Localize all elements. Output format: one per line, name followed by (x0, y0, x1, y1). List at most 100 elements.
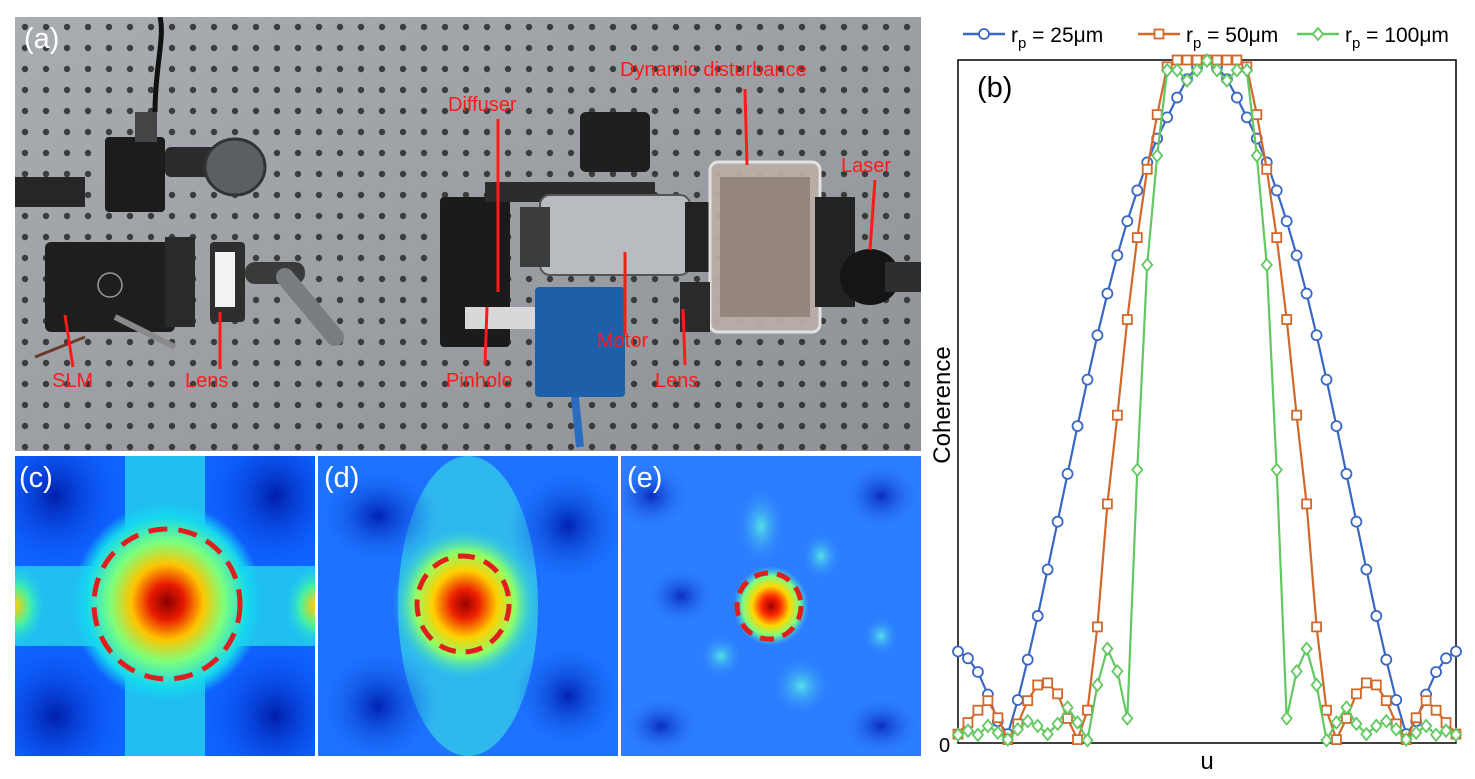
circle-e (734, 570, 804, 642)
data-point (991, 725, 1005, 741)
data-point (1011, 721, 1024, 737)
data-point (1250, 148, 1263, 164)
data-point (1281, 314, 1293, 325)
data-point (1170, 62, 1184, 78)
data-point (1390, 721, 1403, 737)
legend-marker (1153, 28, 1165, 40)
laser-pointer (868, 179, 877, 251)
data-point (1131, 232, 1143, 243)
data-point (1141, 257, 1154, 273)
data-point (961, 723, 975, 739)
data-point (1341, 713, 1352, 724)
data-point (1022, 695, 1034, 707)
data-point (1429, 727, 1443, 743)
data-point (1041, 726, 1054, 742)
data-point (1380, 695, 1392, 707)
data-point (1051, 716, 1064, 732)
data-point (1071, 715, 1084, 730)
data-point (1380, 713, 1393, 729)
data-point (992, 712, 1004, 724)
data-point (1450, 645, 1462, 658)
data-point (1221, 54, 1233, 66)
data-point (1310, 329, 1323, 342)
circle-c (91, 526, 243, 682)
data-point (1042, 677, 1054, 689)
data-point (1331, 734, 1342, 745)
data-point (1032, 679, 1044, 691)
data-point (1230, 62, 1244, 78)
data-point (1210, 62, 1224, 78)
data-point (971, 727, 985, 743)
data-point (1041, 563, 1054, 576)
heatmap-e: (e) (621, 456, 921, 756)
data-point (1092, 621, 1103, 633)
label-laser: Laser (841, 155, 892, 177)
data-point (1290, 249, 1303, 262)
data-point (1340, 700, 1353, 715)
data-point (1320, 732, 1333, 748)
lens-right-pointer (681, 308, 687, 366)
data-point (1111, 249, 1124, 262)
data-point (1280, 711, 1293, 726)
data-point (1051, 515, 1064, 528)
data-point (1439, 723, 1453, 739)
data-point (1101, 287, 1114, 300)
data-point (951, 727, 965, 743)
data-point (1091, 329, 1104, 342)
series-square (952, 54, 1462, 745)
data-point (981, 718, 995, 734)
data-point (1340, 467, 1353, 480)
data-point (1220, 73, 1234, 88)
data-point (1420, 695, 1432, 707)
data-point (1270, 184, 1283, 197)
legend-marker (1311, 26, 1325, 42)
data-point (1291, 409, 1303, 421)
data-point (1121, 711, 1134, 726)
data-point (1062, 713, 1073, 724)
panel-label-a: (a) (24, 23, 60, 55)
data-point (952, 645, 964, 658)
data-point (1260, 257, 1273, 273)
coherence-chart: rp = 25μm rp = 50μm rp = 100μm (b) 0 u Coh… (925, 17, 1475, 775)
data-point (1230, 91, 1243, 104)
data-point (1171, 91, 1184, 104)
laser-device (815, 197, 921, 307)
slm-device (34, 237, 195, 359)
data-point (1430, 666, 1442, 678)
legend-label: rp = 50μm (1186, 24, 1278, 52)
data-point (1350, 515, 1363, 528)
legend-item: rp = 25μm (963, 24, 1103, 52)
data-point (1200, 53, 1214, 69)
data-point (1121, 215, 1134, 228)
label-lens-right: Lens (655, 370, 699, 392)
data-point (1270, 462, 1283, 478)
legend-marker (978, 28, 990, 40)
data-point (1021, 713, 1034, 729)
data-point (1360, 677, 1372, 689)
data-point (1151, 109, 1163, 121)
data-point (1121, 314, 1133, 325)
data-point (1271, 232, 1283, 243)
data-point (1082, 704, 1093, 716)
data-point (1300, 641, 1313, 657)
disturbance-tank (680, 160, 822, 334)
data-point (962, 652, 974, 665)
data-point (1141, 163, 1153, 175)
data-point (1190, 62, 1204, 78)
data-point (1011, 694, 1024, 706)
data-point (1390, 694, 1403, 706)
data-point (972, 704, 984, 716)
data-point (1071, 420, 1084, 432)
data-point (1240, 111, 1253, 124)
setup-photo-drawing (15, 17, 921, 451)
data-point (1300, 287, 1313, 300)
data-point (1101, 498, 1113, 510)
data-point (1310, 677, 1323, 693)
data-point (1410, 712, 1422, 724)
heatmap-e-image (621, 456, 921, 756)
data-point (1151, 148, 1164, 164)
data-point (1101, 641, 1114, 657)
motor-device (520, 194, 710, 276)
data-point (1330, 420, 1343, 432)
data-point (1449, 727, 1463, 743)
